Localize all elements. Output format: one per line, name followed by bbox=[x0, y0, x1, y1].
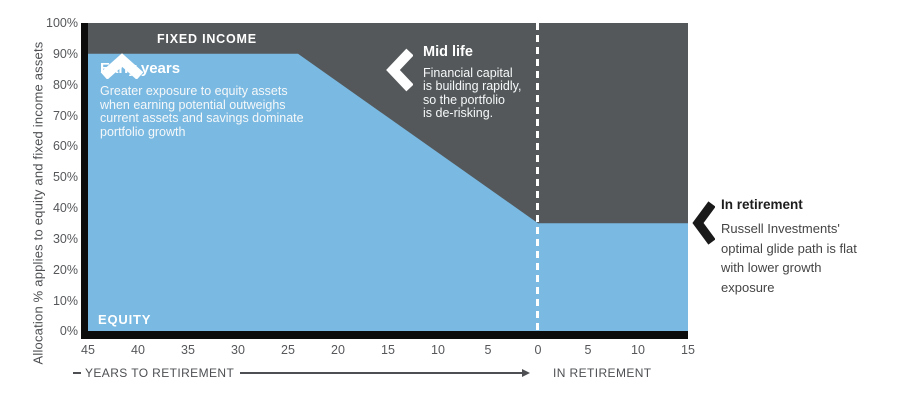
x-tick: 20 bbox=[331, 343, 345, 357]
y-tick: 40% bbox=[52, 201, 78, 215]
annotation-body: Financial capital is building rapidly, s… bbox=[423, 66, 522, 120]
annotation-line: is building rapidly, bbox=[423, 79, 522, 94]
annotation-title: Mid life bbox=[423, 44, 473, 60]
annotation-in-retirement: In retirement Russell Investments' optim… bbox=[721, 197, 891, 297]
y-tick: 70% bbox=[52, 109, 78, 123]
y-tick: 80% bbox=[52, 78, 78, 92]
y-tick: 0% bbox=[59, 324, 78, 338]
annotation-title: In retirement bbox=[721, 197, 803, 212]
annotation-early-years: Early years Greater exposure to equity a… bbox=[100, 53, 304, 139]
annotation-line: optimal glide path is flat bbox=[721, 240, 857, 256]
y-tick: 100% bbox=[46, 16, 78, 30]
equity-area-label: EQUITY bbox=[98, 312, 152, 327]
plot-area: FIXED INCOME EQUITY Early years Greater … bbox=[88, 23, 688, 331]
y-tick: 50% bbox=[52, 170, 78, 184]
annotation-line: Greater exposure to equity assets bbox=[100, 84, 288, 98]
annotation-line: is de-risking. bbox=[423, 105, 494, 120]
axis-arrow-head-icon bbox=[522, 369, 530, 377]
annotation-mid-life: Mid life Financial capital is building r… bbox=[423, 44, 521, 120]
annotation-line: Financial capital bbox=[423, 66, 513, 80]
x-tick: 40 bbox=[131, 343, 145, 357]
annotation-line: when earning potential outweighs bbox=[100, 97, 286, 112]
x-tick: 15 bbox=[381, 343, 395, 357]
x-tick: 25 bbox=[281, 343, 295, 357]
annotation-line: portfolio growth bbox=[100, 124, 186, 139]
retirement-divider-line bbox=[536, 23, 539, 331]
axis-arrow-line bbox=[240, 372, 522, 374]
annotation-line: exposure bbox=[721, 279, 775, 295]
plot-frame: FIXED INCOME EQUITY Early years Greater … bbox=[81, 23, 688, 339]
y-tick: 20% bbox=[52, 263, 78, 277]
annotation-line: with lower growth bbox=[721, 260, 822, 275]
annotation-body: Greater exposure to equity assets when e… bbox=[100, 84, 304, 139]
y-tick: 30% bbox=[52, 232, 78, 246]
years-to-retirement-label: YEARS TO RETIREMENT bbox=[85, 366, 235, 380]
in-retirement-label: IN RETIREMENT bbox=[553, 366, 652, 380]
x-tick: 10 bbox=[631, 343, 645, 357]
chevron-left-icon bbox=[691, 199, 716, 252]
y-tick: 60% bbox=[52, 139, 78, 153]
x-tick: 5 bbox=[484, 343, 492, 357]
x-tick: 5 bbox=[584, 343, 592, 357]
axis-dash bbox=[73, 372, 81, 374]
x-tick: 30 bbox=[231, 343, 245, 357]
annotation-line: so the portfolio bbox=[423, 92, 505, 107]
x-tick: 15 bbox=[681, 343, 695, 357]
x-tick: 0 bbox=[534, 343, 542, 357]
annotation-body: Russell Investments' optimal glide path … bbox=[721, 219, 891, 297]
x-tick: 35 bbox=[181, 343, 195, 357]
x-tick: 45 bbox=[81, 343, 95, 357]
annotation-line: current assets and savings dominate bbox=[100, 111, 304, 125]
fixed-income-area-label: FIXED INCOME bbox=[157, 32, 257, 46]
y-tick: 90% bbox=[52, 47, 78, 61]
y-tick: 10% bbox=[52, 294, 78, 308]
x-tick: 10 bbox=[431, 343, 445, 357]
x-axis-left-caption: YEARS TO RETIREMENT bbox=[73, 366, 234, 380]
annotation-line: Russell Investments' bbox=[721, 221, 840, 236]
